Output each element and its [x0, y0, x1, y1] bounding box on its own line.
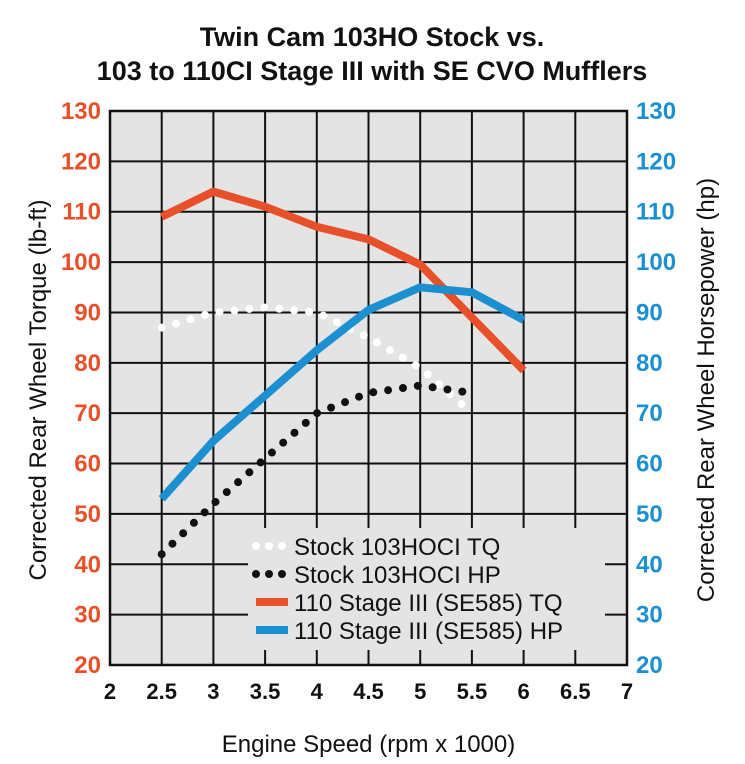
y-left-tick-label: 20: [74, 652, 101, 679]
x-tick-label: 6: [517, 679, 529, 704]
y-left-tick-label: 30: [74, 602, 101, 629]
y-right-tick-label: 60: [636, 451, 663, 478]
y-right-axis-label: Corrected Rear Wheel Horsepower (hp): [693, 178, 720, 602]
x-tick-label: 5: [414, 679, 426, 704]
y-left-tick-label: 120: [61, 148, 101, 175]
y-left-axis-label: Corrected Rear Wheel Torque (lb-ft): [25, 199, 52, 580]
chart-title-line-2: 103 to 110CI Stage III with SE CVO Muffl…: [97, 56, 648, 86]
x-tick-label: 2.5: [146, 679, 177, 704]
y-left-tick-label: 80: [74, 350, 101, 377]
x-tick-label: 5.5: [457, 679, 488, 704]
legend-label-1: Stock 103HOCI TQ: [294, 534, 500, 561]
y-right-tick-label: 80: [636, 350, 663, 377]
legend-label-4: 110 Stage III (SE585) HP: [294, 618, 563, 645]
y-left-tick-label: 70: [74, 400, 101, 427]
series-2-line: [157, 381, 476, 559]
plot-border: [108, 109, 629, 667]
y-right-tick-label: 40: [636, 551, 663, 578]
x-axis-label: Engine Speed (rpm x 1000): [222, 731, 516, 758]
x-tick-label: 3.5: [250, 679, 281, 704]
legend-label-2: Stock 103HOCI HP: [294, 562, 501, 589]
y-left-tick-label: 40: [74, 551, 101, 578]
y-left-tick-label: 110: [62, 199, 101, 226]
y-right-tick-label: 30: [636, 602, 663, 629]
x-tick-label: 4: [311, 679, 324, 704]
y-right-tick-label: 50: [636, 501, 663, 528]
legend-label-3: 110 Stage III (SE585) TQ: [294, 590, 563, 617]
y-left-tick-label: 130: [61, 98, 101, 125]
x-tick-label: 6.5: [560, 679, 591, 704]
y-right-tick-label: 90: [636, 299, 663, 326]
series-4-line: [158, 283, 526, 502]
legend-background: [248, 528, 605, 650]
y-right-tick-label: 110: [636, 199, 675, 226]
chart-title-line-1: Twin Cam 103HO Stock vs.: [200, 22, 545, 52]
y-right-tick-label: 20: [636, 652, 663, 679]
y-right-tick-label: 100: [636, 249, 676, 276]
y-right-tick-label: 120: [636, 148, 676, 175]
series-3-line: [159, 187, 527, 374]
x-tick-label: 7: [621, 679, 633, 704]
y-left-tick-label: 100: [61, 249, 101, 276]
y-left-tick-label: 50: [74, 501, 101, 528]
y-left-tick-label: 60: [74, 451, 101, 478]
y-right-tick-label: 130: [636, 98, 676, 125]
x-tick-label: 2: [104, 679, 116, 704]
x-tick-label: 4.5: [353, 679, 384, 704]
x-tick-label: 3: [207, 679, 219, 704]
y-left-tick-label: 90: [74, 299, 101, 326]
y-right-tick-label: 70: [636, 400, 663, 427]
